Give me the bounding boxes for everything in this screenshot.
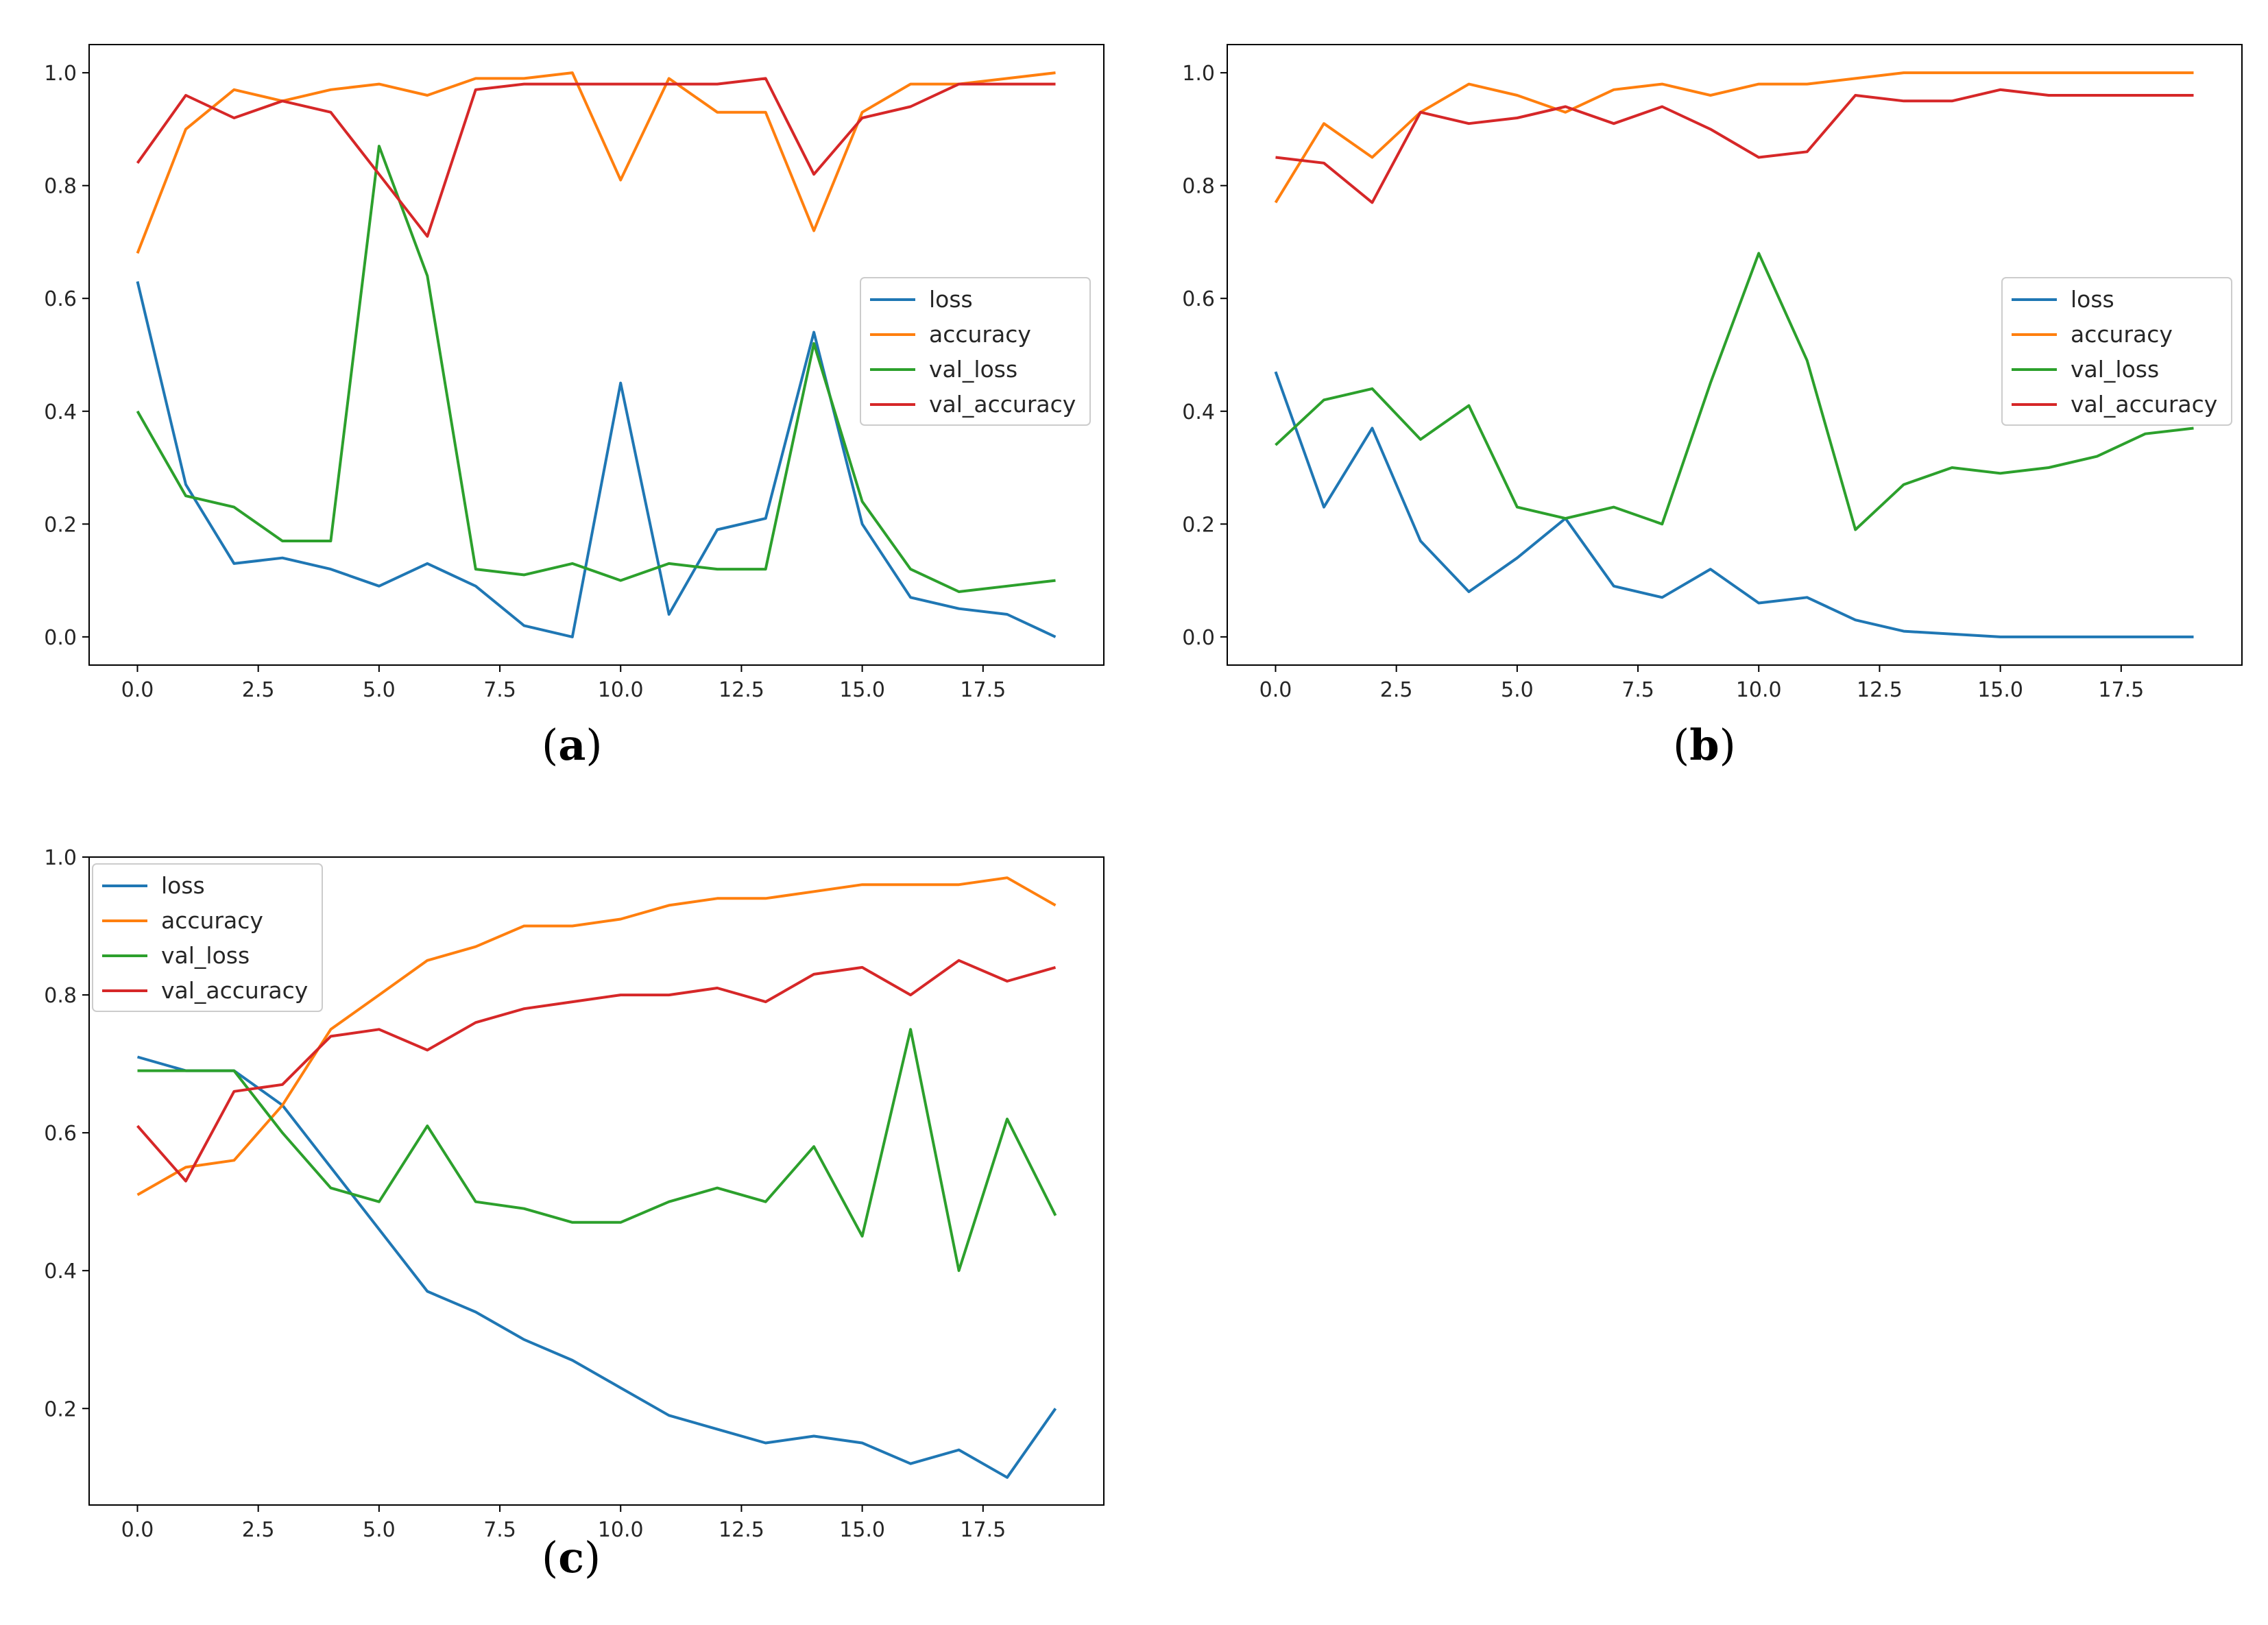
chart-c-legend-label-val-accuracy: val_accuracy bbox=[161, 977, 308, 1004]
chart-a-ytick-label: 0.8 bbox=[44, 175, 77, 199]
caption-a-letter: a bbox=[558, 720, 586, 770]
chart-panel-a: 0.0 2.5 5.0 7.5 10.0 12.5 15.0 17.5 0.0 0.2 0.4 0.6… bbox=[27, 27, 1124, 795]
chart-c-xtick-label: 15.0 bbox=[839, 1518, 885, 1542]
caption-c: (c) bbox=[542, 1532, 601, 1582]
chart-a-legend-label-loss: loss bbox=[929, 286, 973, 313]
chart-c-legend-label-val-loss: val_loss bbox=[161, 942, 250, 969]
chart-a-plot-frame bbox=[88, 44, 1105, 666]
chart-panel-c: 0.0 2.5 5.0 7.5 10.0 12.5 15.0 17.5 0.2 0.4 0.6 0.8… bbox=[27, 836, 1124, 1604]
chart-c-ytick-label: 1.0 bbox=[44, 846, 77, 870]
chart-c-ytick-label: 0.8 bbox=[44, 984, 77, 1008]
chart-panel-b: 0.0 2.5 5.0 7.5 10.0 12.5 15.0 17.5 0.0 0.2 0.4 0.6… bbox=[1166, 27, 2263, 795]
chart-a-series-accuracy bbox=[136, 71, 1056, 254]
chart-b-svg: 0.0 2.5 5.0 7.5 10.0 12.5 15.0 17.5 0.0 0.2 0.4 0.6… bbox=[1182, 44, 2243, 702]
chart-b-legend-label-val-loss: val_loss bbox=[2071, 356, 2159, 383]
chart-a-ytick-label: 1.0 bbox=[44, 62, 77, 86]
chart-b-ytick-label: 0.2 bbox=[1182, 513, 1215, 537]
chart-a-ytick-label: 0.4 bbox=[44, 400, 77, 424]
chart-b-series-val-loss bbox=[1275, 252, 2194, 531]
chart-a-xtick-label: 17.5 bbox=[960, 678, 1006, 702]
chart-b-xtick-label: 12.5 bbox=[1857, 678, 1903, 702]
chart-b-xtick-label: 0.0 bbox=[1259, 678, 1292, 702]
chart-c-xtick-label: 12.5 bbox=[719, 1518, 764, 1542]
chart-c-xtick-label: 0.0 bbox=[121, 1518, 154, 1542]
chart-b-legend-label-loss: loss bbox=[2071, 286, 2114, 313]
chart-c-xtick-label: 2.5 bbox=[242, 1518, 275, 1542]
chart-b-series-val-accuracy bbox=[1275, 88, 2194, 204]
caption-c-letter: c bbox=[558, 1532, 584, 1582]
chart-a-xtick-label: 5.0 bbox=[363, 678, 396, 702]
chart-c-ytick-label: 0.4 bbox=[44, 1260, 77, 1284]
chart-c-svg: 0.0 2.5 5.0 7.5 10.0 12.5 15.0 17.5 0.2 0.4 0.6 0.8… bbox=[44, 846, 1105, 1542]
chart-a-xtick-label: 0.0 bbox=[121, 678, 154, 702]
chart-b-ytick-label: 1.0 bbox=[1182, 62, 1215, 86]
chart-b-legend-label-accuracy: accuracy bbox=[2071, 321, 2173, 348]
chart-a-ytick-label: 0.0 bbox=[44, 626, 77, 650]
chart-a-xtick-label: 10.0 bbox=[598, 678, 644, 702]
chart-a-xtick-label: 7.5 bbox=[483, 678, 516, 702]
chart-c-legend-label-accuracy: accuracy bbox=[161, 907, 263, 934]
chart-c-xtick-label: 17.5 bbox=[960, 1518, 1006, 1542]
chart-b-xtick-label: 15.0 bbox=[1977, 678, 2023, 702]
chart-a-series-loss bbox=[136, 281, 1057, 638]
chart-a-legend-label-val-accuracy: val_accuracy bbox=[929, 391, 1076, 418]
chart-a-svg: 0.0 2.5 5.0 7.5 10.0 12.5 15.0 17.5 0.0 0.2 0.4 0.6… bbox=[44, 44, 1105, 702]
chart-b-legend-label-val-accuracy: val_accuracy bbox=[2071, 391, 2217, 418]
chart-a-legend-label-val-loss: val_loss bbox=[929, 356, 1017, 383]
chart-b-ytick-label: 0.8 bbox=[1182, 175, 1215, 199]
chart-c-ytick-label: 0.2 bbox=[44, 1397, 77, 1421]
chart-b-series-loss bbox=[1274, 371, 2194, 638]
chart-b-xtick-label: 7.5 bbox=[1621, 678, 1654, 702]
caption-b: (b) bbox=[1673, 720, 1736, 770]
chart-c-series-loss bbox=[136, 1055, 1057, 1479]
chart-a-xtick-label: 12.5 bbox=[719, 678, 764, 702]
chart-a-legend-label-accuracy: accuracy bbox=[929, 321, 1031, 348]
chart-b-series-accuracy bbox=[1274, 71, 2194, 204]
chart-c-xtick-label: 7.5 bbox=[483, 1518, 516, 1542]
chart-b-plot-frame bbox=[1227, 44, 2243, 666]
chart-c-xtick-label: 5.0 bbox=[363, 1518, 396, 1542]
chart-b-ytick-label: 0.4 bbox=[1182, 400, 1215, 424]
chart-c-series-accuracy bbox=[136, 876, 1057, 1196]
chart-a-series-val-loss bbox=[136, 145, 1056, 593]
chart-a-legend-box bbox=[860, 277, 1091, 426]
chart-c-legend-box bbox=[92, 863, 323, 1012]
chart-a-ytick-label: 0.6 bbox=[44, 287, 77, 311]
chart-c-xtick-label: 10.0 bbox=[598, 1518, 644, 1542]
chart-c-series-val-loss bbox=[137, 1028, 1057, 1273]
chart-b-xtick-label: 5.0 bbox=[1501, 678, 1534, 702]
caption-a: (a) bbox=[542, 720, 603, 770]
chart-b-ytick-label: 0.6 bbox=[1182, 287, 1215, 311]
chart-b-ytick-label: 0.0 bbox=[1182, 626, 1215, 650]
chart-a-ytick-label: 0.2 bbox=[44, 513, 77, 537]
chart-a-xtick-label: 2.5 bbox=[242, 678, 275, 702]
chart-b-xtick-label: 10.0 bbox=[1736, 678, 1782, 702]
chart-a-series-val-accuracy bbox=[136, 77, 1056, 238]
chart-a-xtick-label: 15.0 bbox=[839, 678, 885, 702]
chart-c-ytick-label: 0.6 bbox=[44, 1122, 77, 1146]
chart-b-xtick-label: 17.5 bbox=[2098, 678, 2144, 702]
chart-b-legend-box bbox=[2001, 277, 2232, 426]
chart-c-series-val-accuracy bbox=[136, 959, 1057, 1183]
caption-b-letter: b bbox=[1689, 720, 1720, 770]
chart-b-xtick-label: 2.5 bbox=[1380, 678, 1413, 702]
chart-c-plot-frame bbox=[88, 856, 1105, 1506]
chart-c-legend-label-loss: loss bbox=[161, 872, 205, 899]
